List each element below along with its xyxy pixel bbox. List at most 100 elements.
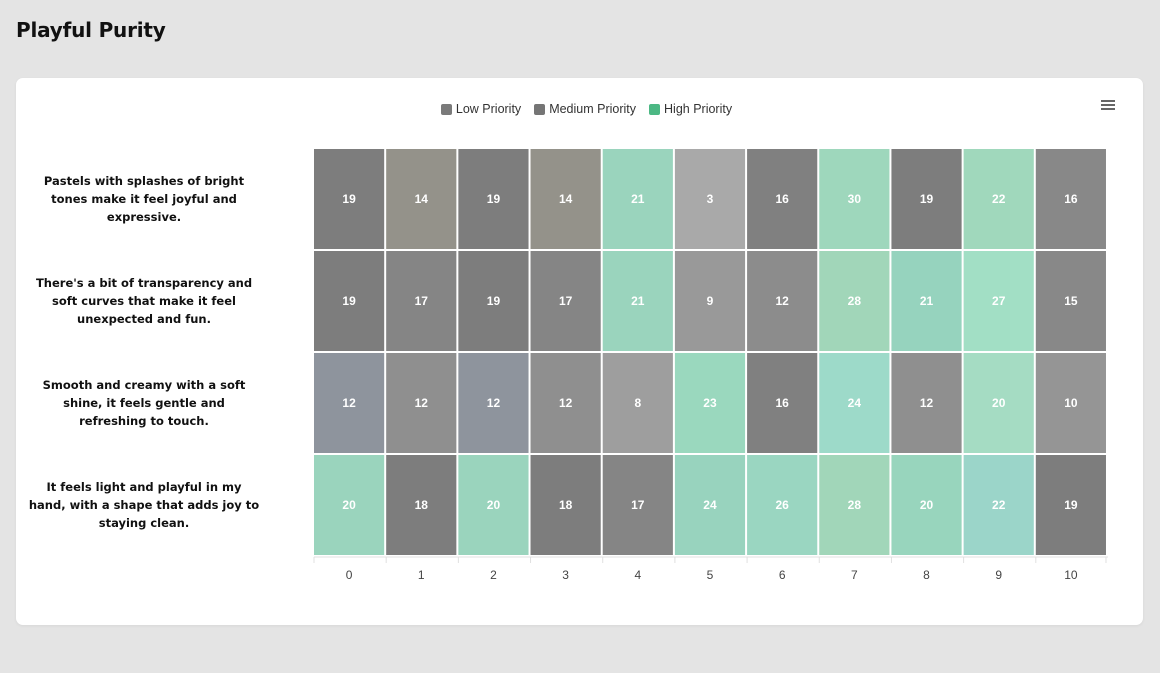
heatmap-cell[interactable] [819,353,890,453]
heatmap-cell-value: 19 [1064,498,1078,512]
y-tick-label: There's a bit of transparency and soft c… [35,276,253,326]
heatmap-cell[interactable] [1035,251,1106,351]
x-tick-label: 6 [779,568,786,582]
legend-swatch-high [649,103,661,115]
heatmap-cell-value: 12 [342,396,356,410]
heatmap-cell-value: 20 [342,498,356,512]
y-tick-label: Smooth and creamy with a soft shine, it … [42,378,246,428]
heatmap-cell[interactable] [1035,149,1106,249]
heatmap-cell-value: 26 [775,498,789,512]
heatmap-cell[interactable] [386,353,457,453]
x-tick-label: 10 [1064,568,1078,582]
heatmap-cell[interactable] [386,251,457,351]
heatmap-cell[interactable] [386,455,457,555]
heatmap-cell[interactable] [314,353,385,453]
heatmap-cell[interactable] [314,251,385,351]
chart-card: Low Priority Medium Priority High Priori… [16,78,1143,625]
heatmap-cell-value: 19 [342,192,356,206]
heatmap-cell[interactable] [674,149,746,249]
heatmap-cell-value: 20 [992,396,1006,410]
legend-swatch-medium [534,103,546,115]
heatmap-cell[interactable] [602,149,673,249]
heatmap-cell-value: 9 [707,294,714,308]
heatmap-cell-value: 20 [487,498,501,512]
heatmap-cell[interactable] [1035,455,1106,555]
heatmap-cell-value: 28 [848,294,862,308]
heatmap-cell-value: 18 [559,498,573,512]
legend-label-low: Low Priority [455,102,522,116]
heatmap-cell[interactable] [458,251,529,351]
legend-item-medium[interactable]: Medium Priority [534,102,636,116]
heatmap-cell[interactable] [747,251,818,351]
legend-item-low[interactable]: Low Priority [440,102,522,116]
heatmap-cell-value: 12 [415,396,429,410]
heatmap-cell[interactable] [530,455,601,555]
heatmap-cell-value: 22 [992,192,1006,206]
legend-swatch-low [440,103,452,115]
heatmap-cell-value: 12 [775,294,789,308]
heatmap-cell[interactable] [458,455,529,555]
heatmap-cell[interactable] [963,353,1034,453]
heatmap-cell-value: 23 [703,396,717,410]
heatmap-cell-value: 16 [1064,192,1078,206]
heatmap-cell[interactable] [602,251,673,351]
heatmap-cell-value: 15 [1064,294,1078,308]
heatmap-cell[interactable] [386,149,457,249]
x-tick-label: 1 [418,568,425,582]
heatmap-cell[interactable] [963,455,1034,555]
heatmap-cell[interactable] [674,455,746,555]
legend-label-high: High Priority [664,102,733,116]
x-tick-label: 5 [707,568,714,582]
y-tick-label: It feels light and playful in my hand, w… [28,480,260,530]
heatmap-cell[interactable] [314,455,385,555]
heatmap-cell[interactable] [819,251,890,351]
heatmap-cell[interactable] [530,251,601,351]
legend-label-medium: Medium Priority [549,102,637,116]
page-title: Playful Purity [16,18,166,42]
heatmap-cell[interactable] [602,455,673,555]
heatmap-cell-value: 18 [415,498,429,512]
heatmap-cell[interactable] [314,149,385,249]
heatmap-cell-value: 17 [631,498,645,512]
heatmap-cell[interactable] [963,149,1034,249]
heatmap-cell-value: 10 [1064,396,1078,410]
x-tick-label: 8 [923,568,930,582]
heatmap-cell[interactable] [819,455,890,555]
heatmap-cell-value: 19 [342,294,356,308]
heatmap-cell[interactable] [747,149,818,249]
heatmap-cell-value: 19 [487,192,501,206]
x-tick-label: 3 [562,568,569,582]
heatmap-cell-value: 17 [415,294,429,308]
chart-menu-icon[interactable] [1101,100,1115,112]
heatmap-cell[interactable] [747,455,818,555]
heatmap-cell[interactable] [674,251,746,351]
heatmap-cell-value: 12 [920,396,934,410]
heatmap-cell[interactable] [819,149,890,249]
heatmap-cell-value: 3 [707,192,714,206]
heatmap-cell[interactable] [1035,353,1106,453]
heatmap-cell-value: 20 [920,498,934,512]
x-tick-label: 2 [490,568,497,582]
heatmap-cell[interactable] [530,353,601,453]
heatmap-cell-value: 14 [415,192,429,206]
heatmap-cell[interactable] [891,353,962,453]
heatmap-cell-value: 21 [920,294,934,308]
heatmap-cell[interactable] [963,251,1034,351]
heatmap-cell-value: 8 [634,396,641,410]
heatmap-cell[interactable] [891,251,962,351]
heatmap-cell[interactable] [458,353,529,453]
heatmap-cell-value: 21 [631,294,645,308]
heatmap-cell-value: 16 [775,396,789,410]
legend-item-high[interactable]: High Priority [649,102,732,116]
heatmap-cell[interactable] [891,455,962,555]
x-tick-label: 4 [634,568,641,582]
heatmap-cell[interactable] [747,353,818,453]
heatmap-cell[interactable] [602,353,673,453]
heatmap-cell-value: 12 [487,396,501,410]
heatmap-cell[interactable] [674,353,746,453]
heatmap-cell[interactable] [530,149,601,249]
heatmap-cell[interactable] [891,149,962,249]
heatmap-cell-value: 24 [848,396,862,410]
heatmap-cell[interactable] [458,149,529,249]
